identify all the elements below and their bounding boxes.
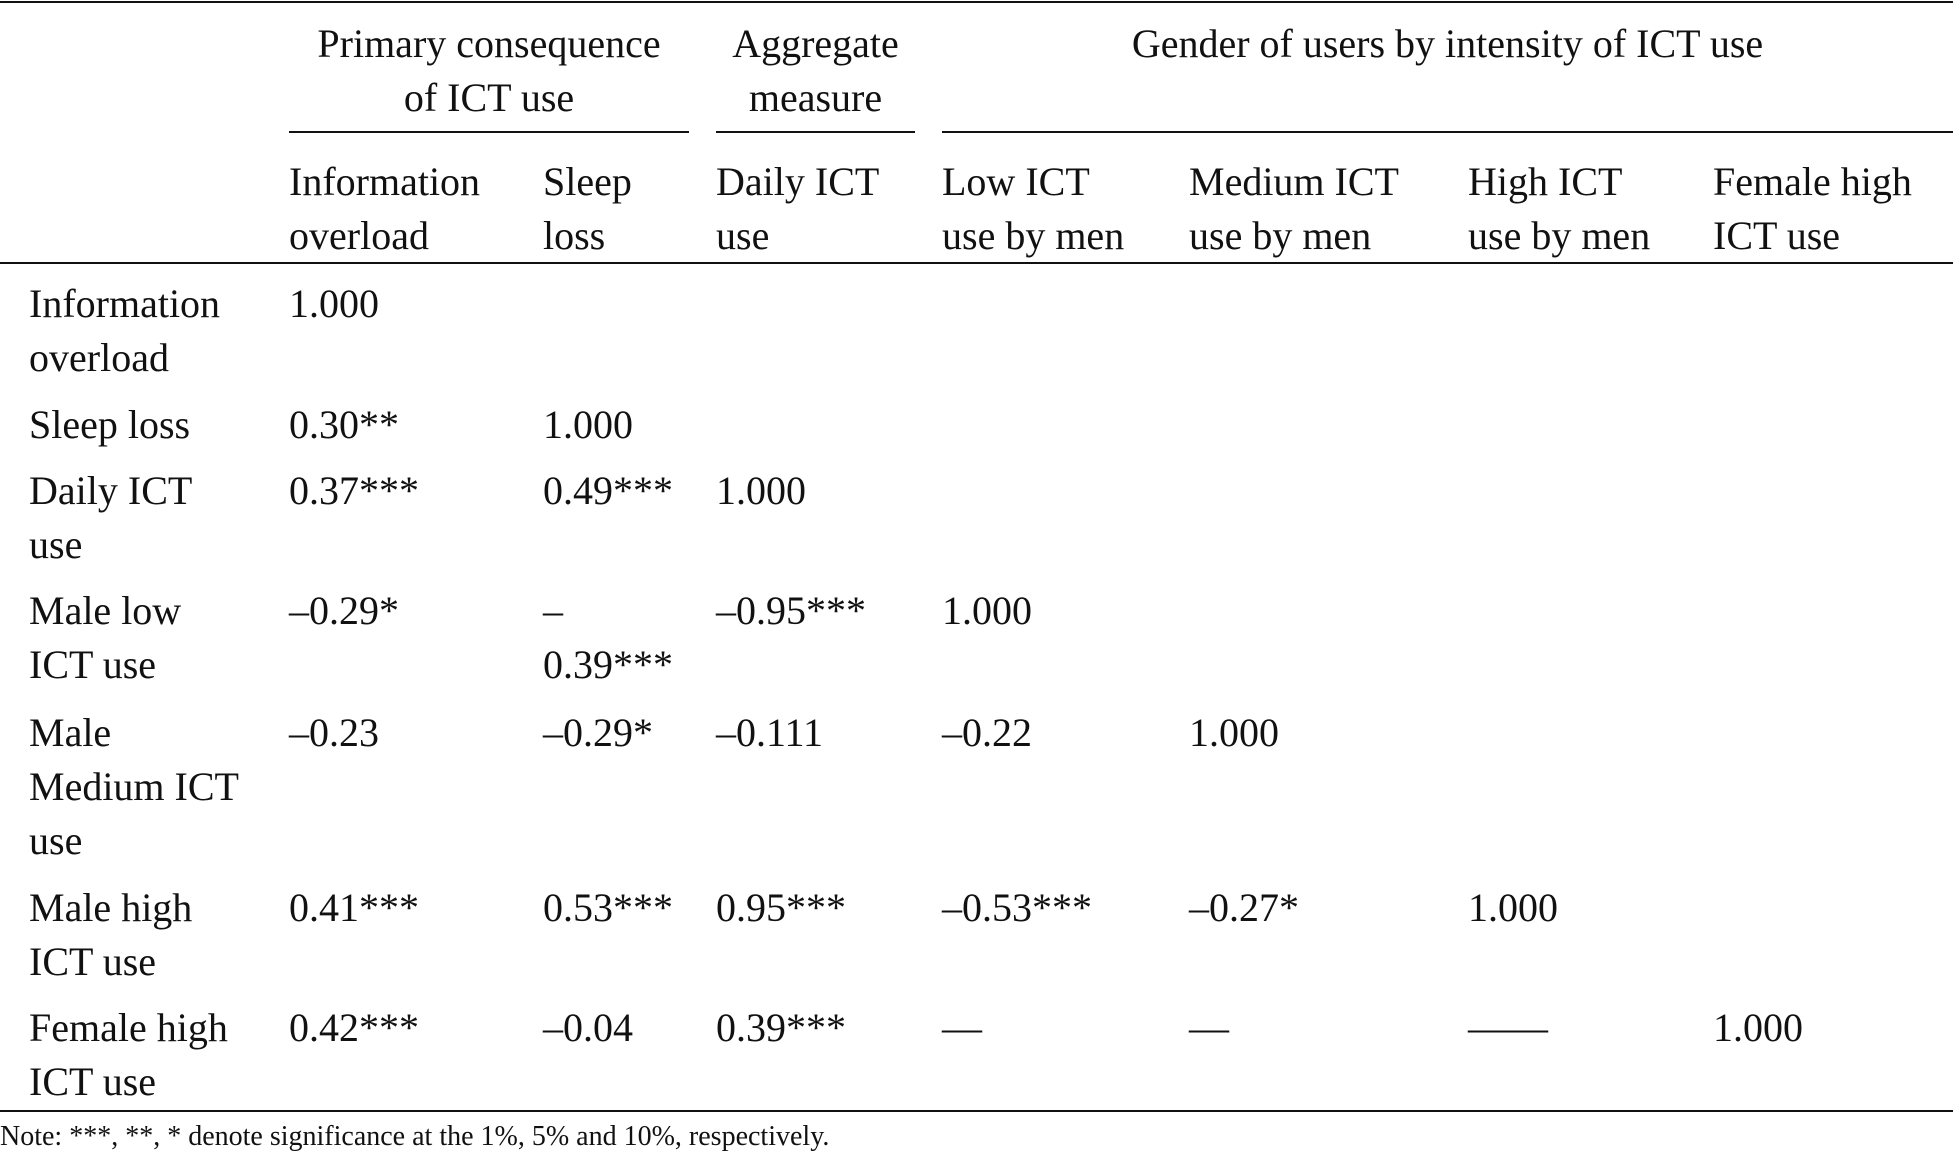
column-header: Sleep loss [543, 159, 632, 258]
table-cell: 1.000 [1189, 710, 1279, 755]
bottom-rule [0, 1110, 1953, 1112]
column-header: Information overload [289, 159, 481, 258]
table-cell: 0.37*** [289, 468, 419, 513]
table-cell: 0.42*** [289, 1005, 419, 1050]
table-cell: –0.29* [543, 710, 653, 755]
table-cell: 1.000 [543, 402, 633, 447]
group-underline-gender [942, 131, 1953, 133]
table-cell: –0.23 [289, 710, 379, 755]
table-cell: 0.41*** [289, 885, 419, 930]
table-cell: 0.30** [289, 402, 399, 447]
group-header-primary-consequence: Primary consequence of ICT use [317, 21, 661, 120]
table-cell: – 0.39*** [543, 588, 673, 687]
table-cell: 1.000 [289, 281, 379, 326]
table-cell: 1.000 [942, 588, 1032, 633]
table-cell: –0.04 [543, 1005, 633, 1050]
table-cell: 1.000 [1468, 885, 1558, 930]
column-header: High ICT use by men [1468, 159, 1651, 258]
group-header-aggregate-measure: Aggregate measure [732, 21, 899, 120]
table-cell: –0.111 [716, 710, 824, 755]
column-header: Low ICT use by men [942, 159, 1125, 258]
row-label: Information overload [29, 281, 221, 380]
table-cell: — [942, 1005, 982, 1050]
column-header: Medium ICT use by men [1189, 159, 1399, 258]
row-label: Male low ICT use [29, 588, 182, 687]
table-cell: —— [1468, 1005, 1548, 1050]
header-rule [0, 262, 1953, 264]
table-cell: –0.22 [942, 710, 1032, 755]
table-cell: 1.000 [1713, 1005, 1803, 1050]
top-rule [0, 1, 1953, 3]
row-label: Male high ICT use [29, 885, 193, 984]
row-label: Female high ICT use [29, 1005, 228, 1104]
table-cell: –0.53*** [942, 885, 1092, 930]
table-note: Note: ***, **, * denote significance at … [0, 1121, 830, 1152]
table-cell: — [1189, 1005, 1229, 1050]
group-underline-primary [289, 131, 689, 133]
row-label: Male Medium ICT use [29, 710, 239, 863]
row-label: Daily ICT use [29, 468, 193, 567]
table-cell: –0.27* [1189, 885, 1299, 930]
table-cell: 0.49*** [543, 468, 673, 513]
table-cell: 0.39*** [716, 1005, 846, 1050]
group-header-gender-by-intensity: Gender of users by intensity of ICT use [1131, 21, 1764, 66]
table-cell: 0.95*** [716, 885, 846, 930]
column-header: Female high ICT use [1713, 159, 1912, 258]
column-header: Daily ICT use [716, 159, 880, 258]
table-cell: 1.000 [716, 468, 806, 513]
table-cell: –0.29* [289, 588, 399, 633]
table-cell: 0.53*** [543, 885, 673, 930]
row-label: Sleep loss [29, 402, 191, 447]
group-underline-aggregate [716, 131, 915, 133]
table-cell: –0.95*** [716, 588, 866, 633]
